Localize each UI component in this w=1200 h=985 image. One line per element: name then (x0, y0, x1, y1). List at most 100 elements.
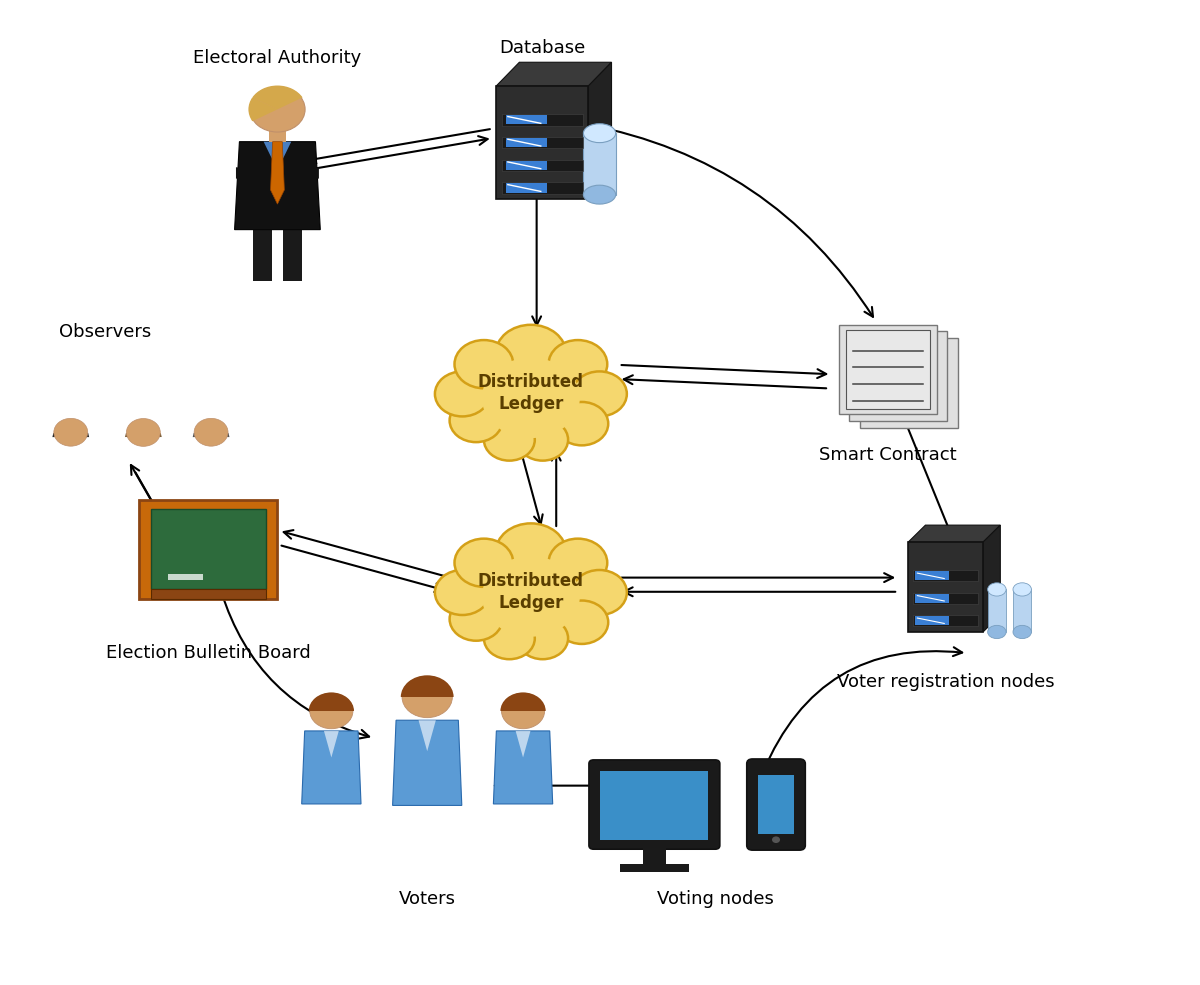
FancyArrowPatch shape (283, 530, 446, 576)
FancyArrowPatch shape (624, 375, 827, 388)
Text: Voters: Voters (398, 890, 456, 908)
FancyArrowPatch shape (307, 129, 490, 164)
Bar (502, 182, 583, 194)
Wedge shape (248, 98, 277, 121)
Polygon shape (493, 731, 553, 804)
FancyArrowPatch shape (622, 573, 893, 582)
Bar (214, 437, 223, 438)
FancyArrowPatch shape (521, 449, 542, 524)
Circle shape (126, 419, 161, 446)
Circle shape (548, 539, 607, 587)
Bar (988, 589, 1006, 632)
FancyArrowPatch shape (494, 781, 640, 790)
Circle shape (250, 87, 305, 132)
FancyArrowPatch shape (763, 647, 962, 772)
Ellipse shape (583, 185, 616, 204)
Polygon shape (234, 142, 320, 230)
Bar (505, 115, 547, 124)
Polygon shape (324, 731, 338, 757)
Text: Election Bulletin Board: Election Bulletin Board (106, 644, 311, 662)
Circle shape (548, 340, 607, 388)
Bar (73, 437, 83, 438)
Bar (505, 183, 547, 192)
Text: Voting nodes: Voting nodes (656, 890, 774, 908)
Bar (505, 161, 547, 169)
Polygon shape (497, 62, 612, 86)
Circle shape (402, 677, 452, 718)
Polygon shape (53, 433, 89, 437)
Circle shape (496, 523, 566, 581)
Bar (916, 617, 949, 625)
Polygon shape (270, 142, 284, 204)
Bar (199, 437, 209, 438)
Wedge shape (252, 86, 302, 109)
Text: Voter registration nodes: Voter registration nodes (836, 673, 1055, 690)
Bar (505, 138, 547, 147)
Circle shape (482, 557, 580, 636)
Circle shape (556, 601, 608, 644)
Polygon shape (268, 167, 319, 185)
Circle shape (517, 618, 568, 659)
Ellipse shape (988, 583, 1006, 596)
Polygon shape (236, 167, 292, 187)
Circle shape (482, 358, 580, 438)
Circle shape (455, 539, 514, 587)
FancyArrowPatch shape (131, 465, 172, 536)
Bar (913, 570, 978, 581)
Circle shape (434, 371, 490, 417)
Wedge shape (500, 692, 546, 711)
Bar (1013, 589, 1032, 632)
Text: Distributed
Ledger: Distributed Ledger (478, 373, 584, 414)
FancyBboxPatch shape (589, 759, 720, 849)
Circle shape (517, 419, 568, 461)
Polygon shape (0, 433, 17, 437)
Text: Distributed
Ledger: Distributed Ledger (478, 571, 584, 612)
FancyBboxPatch shape (139, 499, 277, 599)
FancyArrowPatch shape (552, 452, 560, 526)
Text: Observers: Observers (59, 323, 151, 341)
FancyBboxPatch shape (758, 775, 793, 834)
Circle shape (450, 399, 503, 442)
Text: Smart Contract: Smart Contract (820, 445, 956, 464)
Circle shape (54, 419, 88, 446)
FancyBboxPatch shape (746, 759, 805, 850)
Ellipse shape (1013, 625, 1032, 638)
Ellipse shape (1013, 583, 1032, 596)
FancyBboxPatch shape (850, 331, 947, 422)
Bar (913, 593, 978, 604)
FancyBboxPatch shape (600, 771, 708, 840)
FancyBboxPatch shape (497, 86, 588, 199)
FancyArrowPatch shape (221, 591, 370, 739)
Ellipse shape (583, 124, 616, 143)
Wedge shape (308, 692, 354, 711)
Bar (913, 615, 978, 626)
Circle shape (310, 693, 353, 729)
Circle shape (484, 419, 535, 461)
Circle shape (455, 340, 514, 388)
Polygon shape (983, 525, 1001, 632)
Circle shape (450, 597, 503, 640)
Bar (59, 437, 68, 438)
Bar (269, 131, 286, 142)
Polygon shape (193, 433, 229, 437)
Bar (916, 594, 949, 603)
Text: Electoral Authority: Electoral Authority (193, 48, 361, 67)
Text: Database: Database (499, 39, 586, 57)
Circle shape (484, 618, 535, 659)
Bar (502, 160, 583, 171)
Polygon shape (264, 142, 292, 170)
FancyBboxPatch shape (839, 325, 937, 415)
FancyArrowPatch shape (587, 124, 872, 317)
Circle shape (496, 325, 566, 382)
Circle shape (556, 402, 608, 445)
Polygon shape (588, 62, 612, 199)
FancyArrowPatch shape (136, 473, 176, 544)
Circle shape (572, 570, 626, 615)
Bar (643, 845, 666, 866)
FancyBboxPatch shape (151, 509, 266, 589)
Bar (252, 230, 272, 281)
Polygon shape (419, 720, 436, 752)
Circle shape (0, 419, 16, 446)
Polygon shape (301, 731, 361, 804)
Polygon shape (516, 731, 530, 757)
